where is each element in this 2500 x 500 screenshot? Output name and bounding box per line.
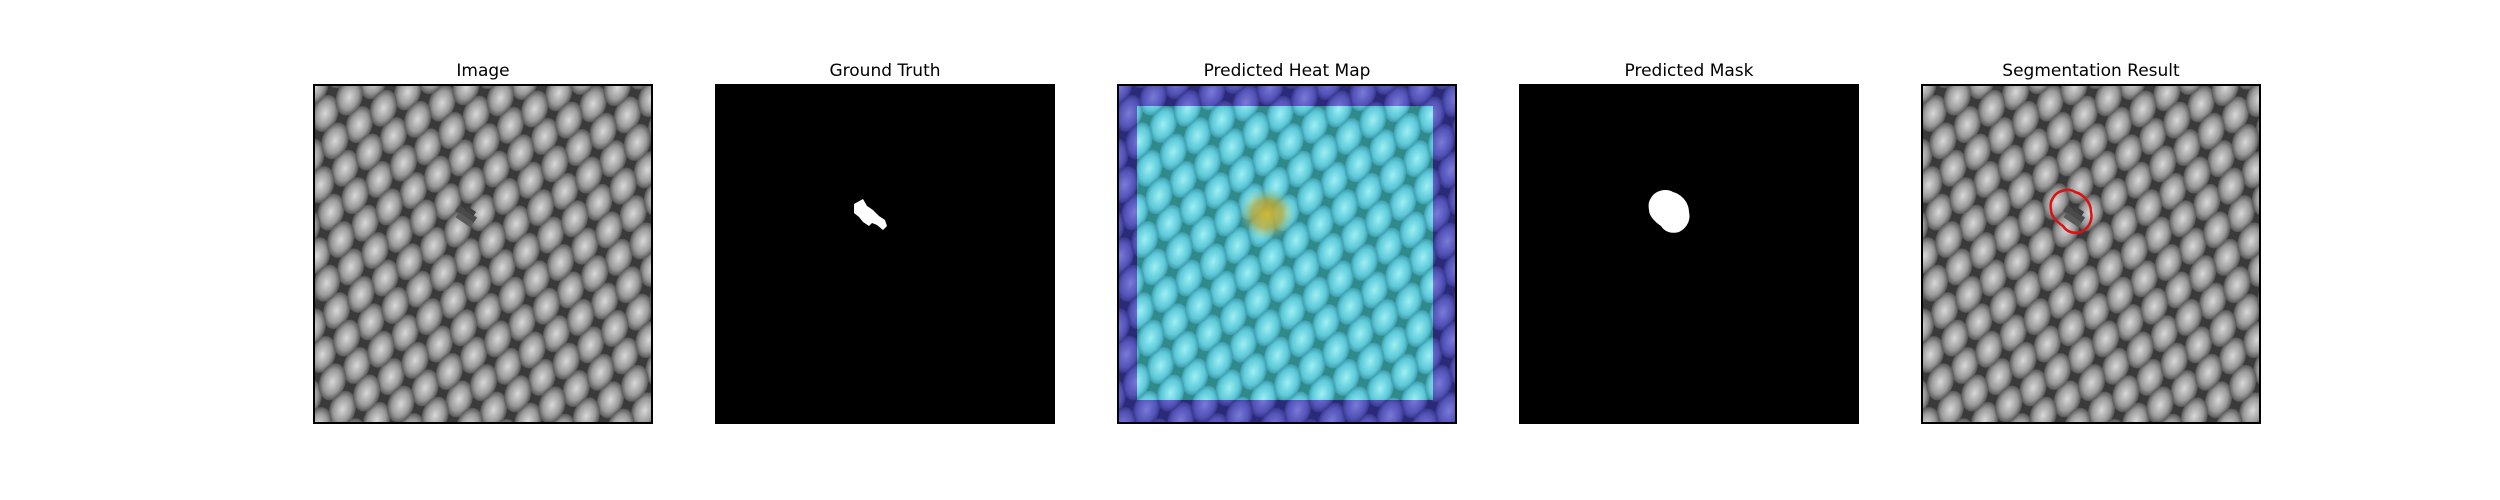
defect-mark: [2063, 204, 2086, 228]
panel-title-heat-map: Predicted Heat Map: [1203, 61, 1371, 81]
panel-heat-map: Predicted Heat Map: [1117, 58, 1457, 424]
predicted-mask-region: [1648, 190, 1690, 233]
binary-mask-image: [1521, 86, 1857, 422]
image-frame: [313, 84, 653, 424]
contour-overlay-image: [1923, 86, 2259, 422]
heat-hotspot: [1239, 188, 1295, 240]
heat-map-frame: [1117, 84, 1457, 424]
segmentation-contour: [2049, 188, 2093, 234]
panel-title-ground-truth: Ground Truth: [829, 61, 941, 81]
ground-truth-frame: [715, 84, 1055, 424]
panel-title-image: Image: [456, 61, 510, 81]
ground-truth-region: [854, 199, 887, 230]
mesh-texture-image: [315, 86, 651, 422]
panel-title-segmentation-result: Segmentation Result: [2002, 61, 2180, 81]
panel-segmentation-result: Segmentation Result: [1921, 58, 2261, 424]
predicted-mask-frame: [1519, 84, 1859, 424]
panel-title-predicted-mask: Predicted Mask: [1624, 61, 1754, 81]
panel-ground-truth: Ground Truth: [715, 58, 1055, 424]
heatmap-overlay-image: [1119, 86, 1455, 422]
binary-mask-image: [717, 86, 1053, 422]
panel-predicted-mask: Predicted Mask: [1519, 58, 1859, 424]
segmentation-result-frame: [1921, 84, 2261, 424]
defect-mark: [455, 204, 478, 228]
panel-image: Image: [313, 58, 653, 424]
